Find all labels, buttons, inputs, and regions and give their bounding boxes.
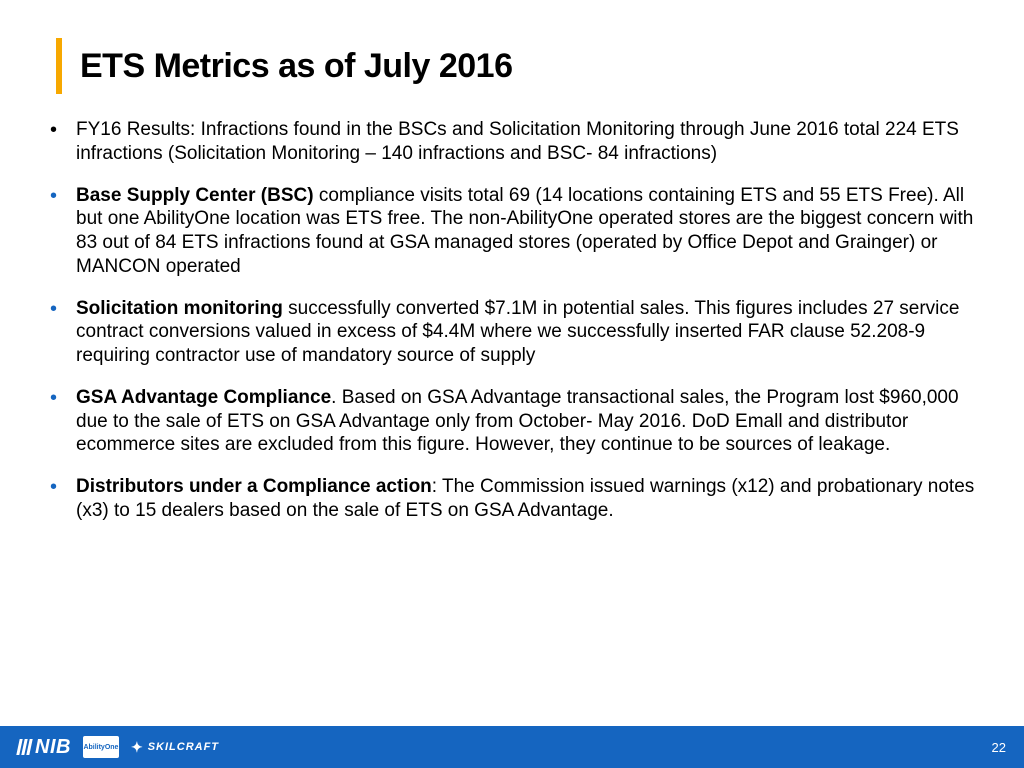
bullet-list: FY16 Results: Infractions found in the B…	[40, 118, 984, 523]
bullet-item: FY16 Results: Infractions found in the B…	[40, 118, 984, 166]
skilcraft-logo-text: SKILCRAFT	[148, 741, 219, 753]
page-number: 22	[992, 740, 1006, 755]
bullet-lead: Solicitation monitoring	[76, 298, 288, 319]
bullet-item: GSA Advantage Compliance. Based on GSA A…	[40, 386, 984, 457]
title-wrap: ETS Metrics as of July 2016	[56, 38, 984, 94]
abilityone-logo: AbilityOne	[83, 736, 119, 758]
slide-content: FY16 Results: Infractions found in the B…	[40, 118, 984, 541]
accent-bar	[56, 38, 62, 94]
bullet-item: Base Supply Center (BSC) compliance visi…	[40, 184, 984, 279]
nib-stripes-icon	[18, 739, 31, 755]
bullet-lead: GSA Advantage Compliance	[76, 387, 331, 408]
slide-title: ETS Metrics as of July 2016	[80, 47, 512, 86]
skilcraft-logo: SKILCRAFT	[131, 739, 219, 756]
nib-logo: NIB	[18, 736, 71, 759]
footer-bar: NIB AbilityOne SKILCRAFT 22	[0, 726, 1024, 768]
bullet-text: FY16 Results: Infractions found in the B…	[76, 119, 959, 164]
footer-logos: NIB AbilityOne SKILCRAFT	[18, 736, 219, 759]
bullet-item: Solicitation monitoring successfully con…	[40, 297, 984, 368]
slide: ETS Metrics as of July 2016 FY16 Results…	[0, 0, 1024, 768]
nib-logo-text: NIB	[35, 736, 71, 759]
bullet-lead: Distributors under a Compliance action	[76, 476, 432, 497]
bullet-item: Distributors under a Compliance action: …	[40, 475, 984, 523]
bullet-lead: Base Supply Center (BSC)	[76, 185, 319, 206]
